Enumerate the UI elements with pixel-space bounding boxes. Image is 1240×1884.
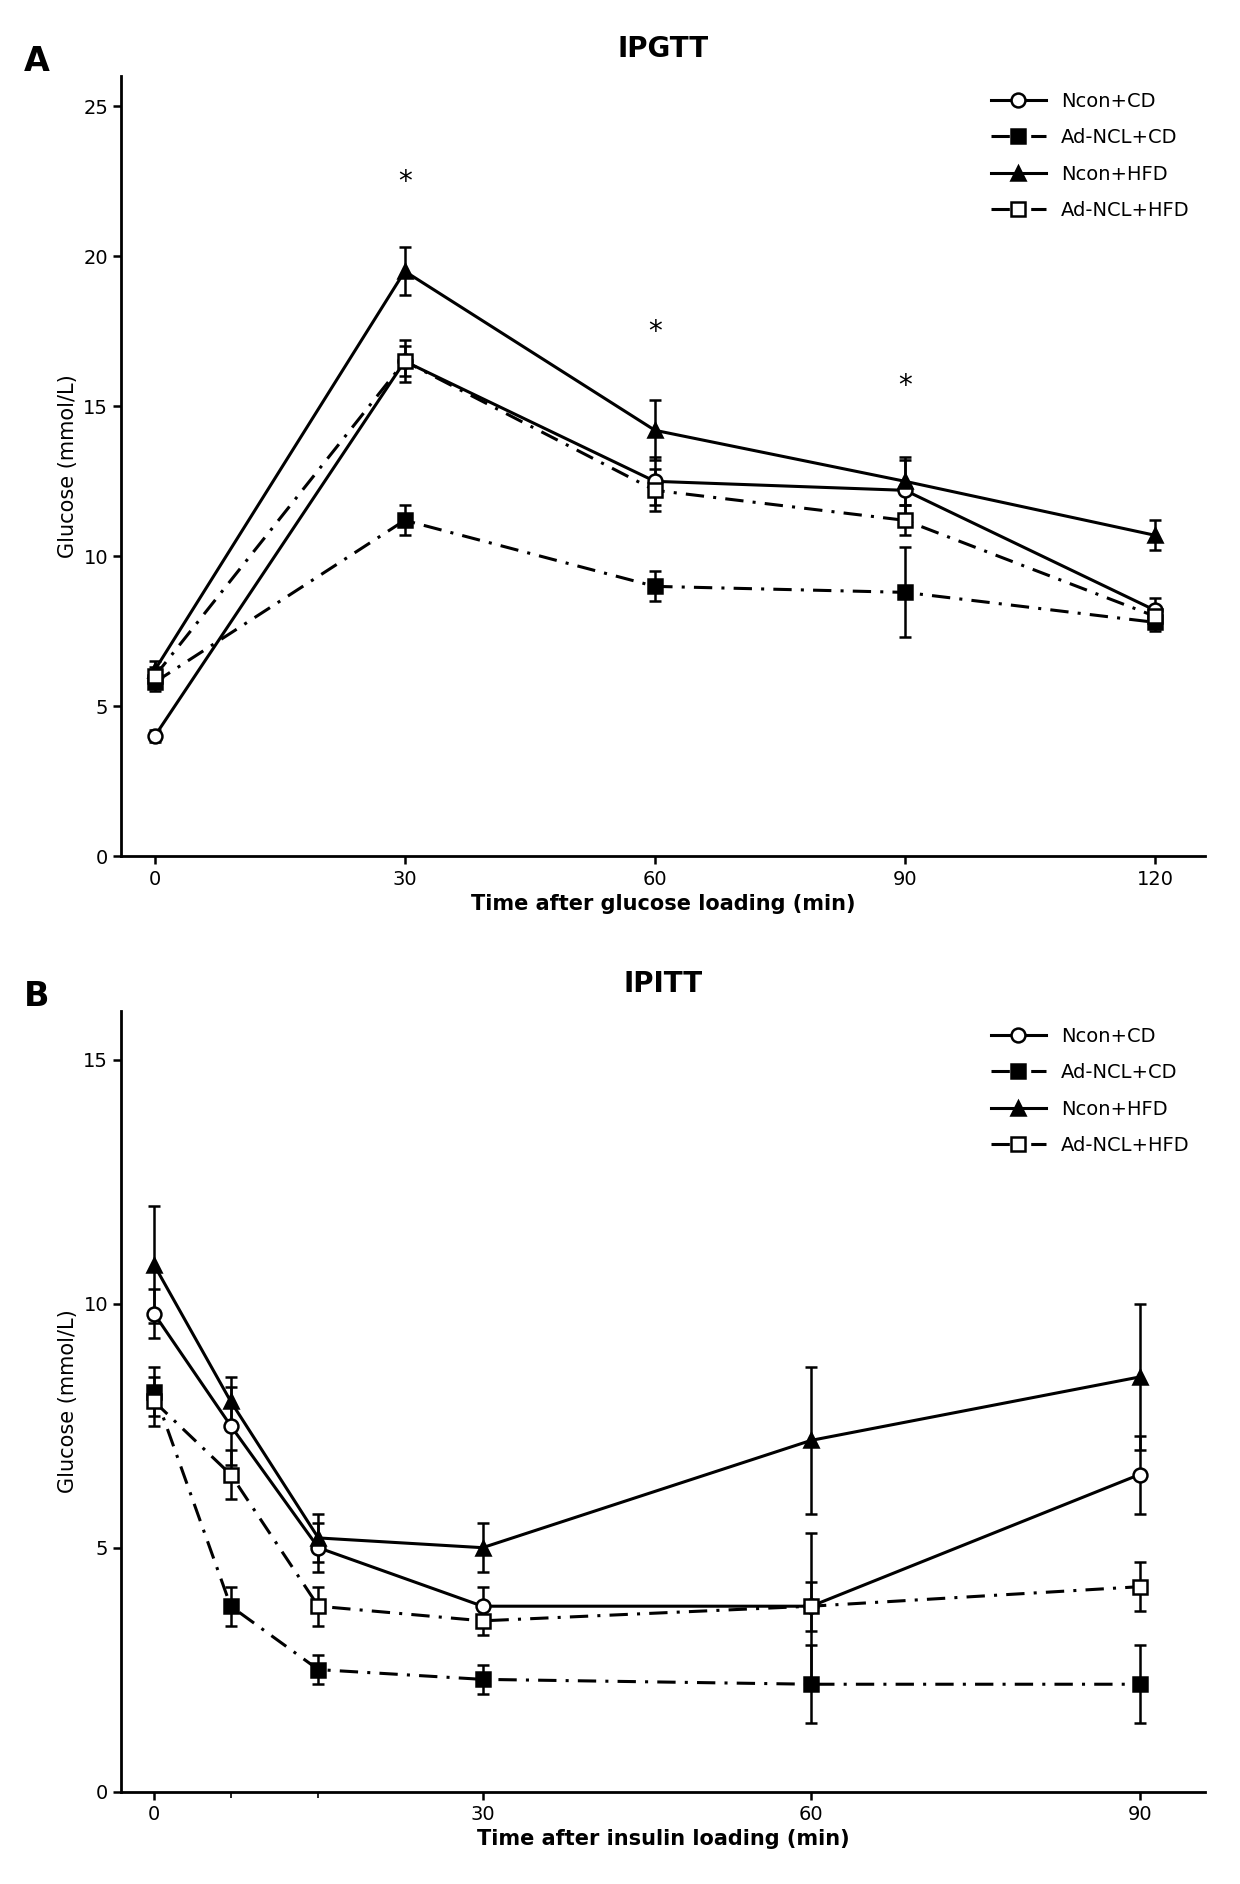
Legend: Ncon+CD, Ad-NCL+CD, Ncon+HFD, Ad-NCL+HFD: Ncon+CD, Ad-NCL+CD, Ncon+HFD, Ad-NCL+HFD — [986, 1021, 1195, 1161]
Title: IPGTT: IPGTT — [618, 34, 709, 62]
Y-axis label: Glucose (mmol/L): Glucose (mmol/L) — [57, 1309, 78, 1494]
Y-axis label: Glucose (mmol/L): Glucose (mmol/L) — [57, 375, 78, 558]
Text: *: * — [398, 168, 412, 196]
Text: *: * — [898, 373, 911, 399]
X-axis label: Time after insulin loading (min): Time after insulin loading (min) — [477, 1829, 849, 1850]
Text: *: * — [649, 318, 662, 347]
Text: B: B — [24, 980, 50, 1014]
X-axis label: Time after glucose loading (min): Time after glucose loading (min) — [471, 895, 856, 914]
Text: A: A — [24, 45, 50, 77]
Legend: Ncon+CD, Ad-NCL+CD, Ncon+HFD, Ad-NCL+HFD: Ncon+CD, Ad-NCL+CD, Ncon+HFD, Ad-NCL+HFD — [986, 87, 1195, 226]
Title: IPITT: IPITT — [624, 970, 703, 999]
